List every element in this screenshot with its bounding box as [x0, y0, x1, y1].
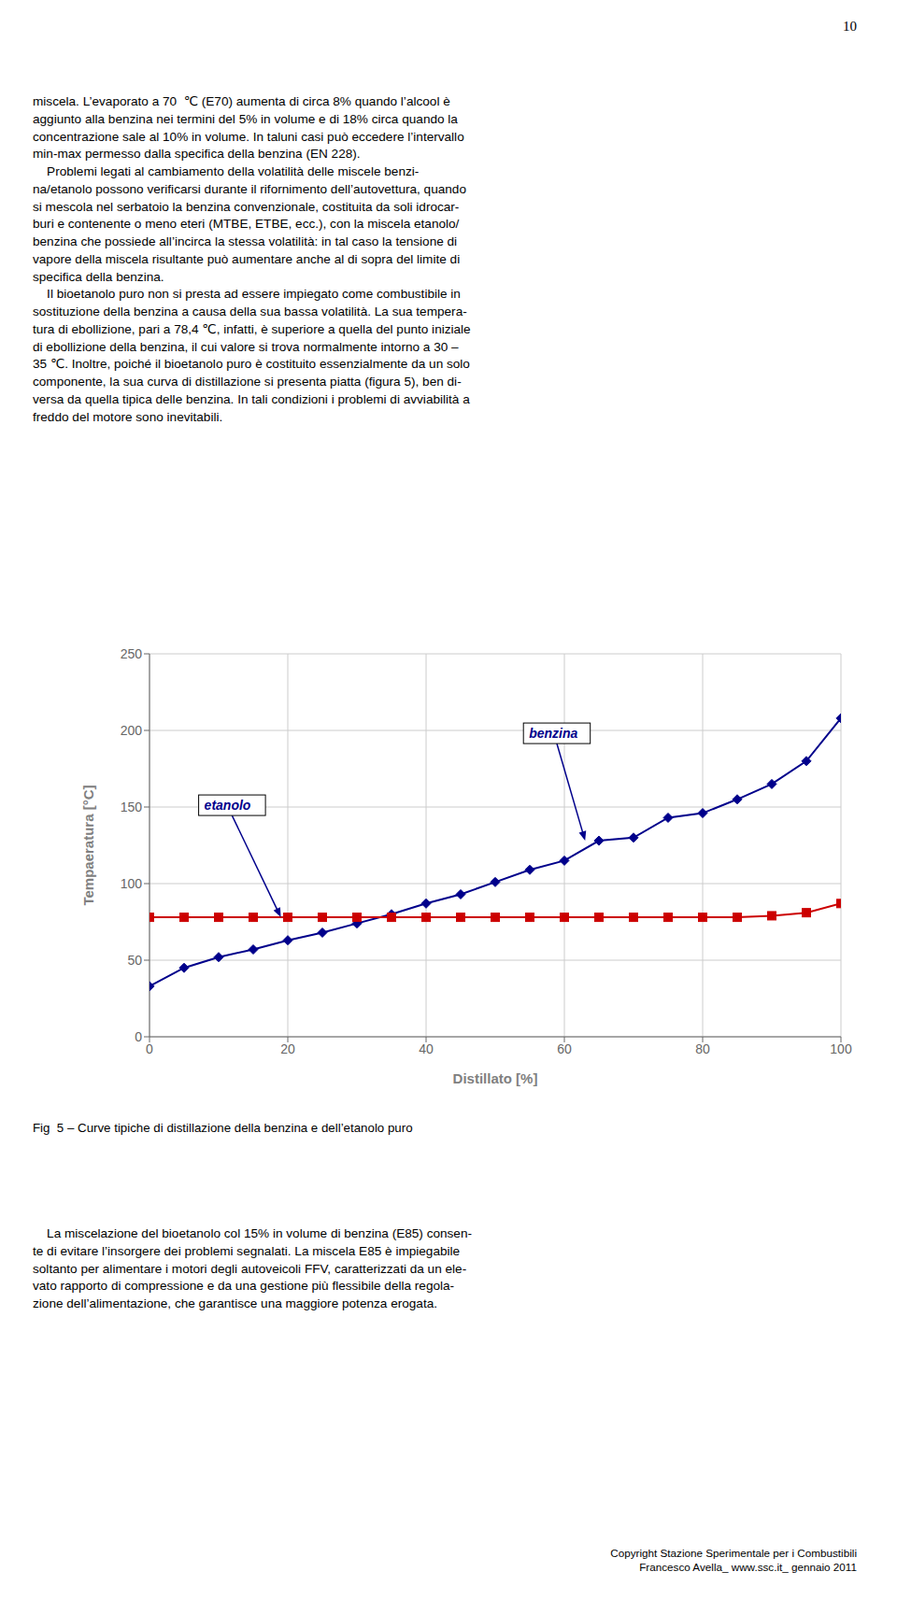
svg-text:20: 20	[280, 1041, 296, 1057]
svg-text:100: 100	[829, 1041, 853, 1057]
html-text:Fig 5 – Curve tipiche di disti: Fig 5 – Curve tipiche di distillazione d…	[32, 1121, 413, 1136]
html-text:La miscelazione del bioetanolo: La miscelazione del bioetanolo col 15% i…	[32, 1226, 472, 1311]
svg-text:0: 0	[134, 1029, 143, 1045]
svg-text:etanolo: etanolo	[204, 797, 252, 813]
html-text:10: 10	[842, 18, 857, 34]
svg-text:80: 80	[695, 1041, 711, 1057]
svg-text:100: 100	[120, 876, 143, 892]
html-text:miscela. L’evaporato a 70 ℃ (E: miscela. L’evaporato a 70 ℃ (E70) aument…	[32, 94, 471, 424]
svg-text:50: 50	[127, 953, 143, 969]
svg-text:60: 60	[556, 1041, 572, 1057]
svg-text:Tempaeratura [°C]: Tempaeratura [°C]	[80, 784, 97, 906]
svg-text:250: 250	[120, 646, 143, 662]
svg-text:150: 150	[120, 799, 143, 815]
svg-text:0: 0	[145, 1041, 154, 1057]
html-text:Copyright Stazione Sperimental: Copyright Stazione Sperimentale per i Co…	[610, 1546, 857, 1574]
svg-text:benzina: benzina	[528, 726, 578, 741]
svg-text:Distillato [%]: Distillato [%]	[453, 1070, 539, 1087]
svg-text:40: 40	[418, 1041, 434, 1057]
svg-text:200: 200	[120, 723, 143, 739]
